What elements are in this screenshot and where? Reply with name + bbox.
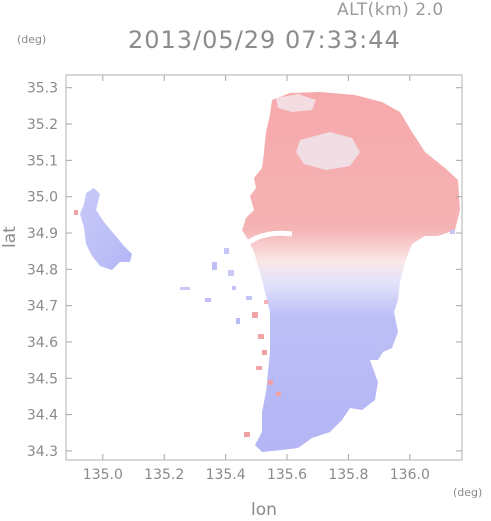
axis-tick-labels: 135.0 135.2 135.4 135.6 135.8 136.0 35.3 35.2 35… (27, 81, 430, 483)
x-axis-label: lon (251, 500, 277, 520)
y-tick-label: 34.5 (27, 371, 58, 387)
arc-gap (242, 230, 293, 248)
x-tick-label: 135.8 (328, 467, 368, 483)
y-tick-label: 35.0 (27, 190, 58, 206)
x-tick-label: 136.0 (390, 467, 430, 483)
y-tick-label: 35.3 (27, 81, 58, 97)
x-axis-unit: (deg) (453, 486, 483, 499)
y-axis-unit: (deg) (17, 33, 47, 46)
plot-frame (65, 74, 463, 461)
weak-echo-patch (296, 132, 360, 170)
y-tick-label: 35.2 (27, 117, 58, 133)
y-tick-label: 34.4 (27, 408, 58, 424)
y-tick-label: 34.6 (27, 335, 58, 351)
clutter-specks (180, 230, 455, 437)
main-echo-region (242, 92, 460, 452)
x-tick-label: 135.2 (144, 467, 184, 483)
timestamp-title: 2013/05/29 07:33:44 (128, 26, 401, 54)
x-tick-label: 135.6 (267, 467, 307, 483)
west-echo-cell (80, 188, 132, 270)
y-tick-label: 34.7 (27, 299, 58, 315)
x-tick-label: 135.4 (206, 467, 246, 483)
west-red-speck (74, 210, 78, 215)
y-tick-label: 34.9 (27, 226, 58, 242)
y-tick-label: 34.3 (27, 444, 58, 460)
x-tick-label: 135.0 (83, 467, 123, 483)
weak-echo-patch-2 (276, 94, 316, 112)
altitude-label: ALT(km) 2.0 (337, 0, 444, 20)
y-tick-label: 35.1 (27, 153, 58, 169)
y-tick-label: 34.8 (27, 262, 58, 278)
axis-ticks (66, 75, 462, 460)
